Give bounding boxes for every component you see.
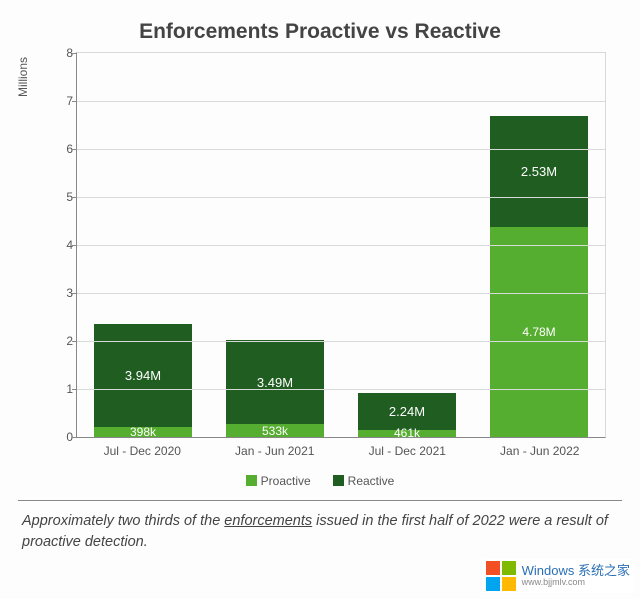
- y-tick-label: 6: [53, 142, 73, 156]
- legend-swatch-proactive: [246, 475, 257, 486]
- gridline: [77, 197, 605, 198]
- chart-area: Millions 3.94M398k3.49M533k2.24M461k2.53…: [76, 52, 606, 438]
- gridline: [77, 149, 605, 150]
- bar: 3.94M398k: [94, 229, 192, 437]
- windows-icon: [486, 561, 516, 591]
- x-tick-label: Jan - Jun 2021: [209, 444, 342, 458]
- caption: Approximately two thirds of the enforcem…: [22, 511, 618, 553]
- watermark-line1: Windows 系统之家: [522, 564, 630, 578]
- bar-seg-reactive: 2.53M: [490, 116, 588, 227]
- gridline: [77, 101, 605, 102]
- bar-seg-proactive: 398k: [94, 427, 192, 437]
- y-tick-label: 0: [53, 430, 73, 444]
- x-axis: Jul - Dec 2020Jan - Jun 2021Jul - Dec 20…: [76, 444, 606, 458]
- bar: 2.24M461k: [358, 307, 456, 437]
- y-tick-label: 4: [53, 238, 73, 252]
- legend-item-proactive: Proactive: [246, 474, 311, 488]
- x-tick-label: Jan - Jun 2022: [474, 444, 607, 458]
- y-tick-label: 7: [53, 94, 73, 108]
- y-tick-label: 1: [53, 382, 73, 396]
- x-tick-label: Jul - Dec 2020: [76, 444, 209, 458]
- gridline: [77, 389, 605, 390]
- y-tick-label: 3: [53, 286, 73, 300]
- y-axis-title: Millions: [16, 57, 30, 97]
- watermark: Windows 系统之家 www.bjjmlv.com: [482, 559, 634, 593]
- gridline: [77, 341, 605, 342]
- y-tick-label: 2: [53, 334, 73, 348]
- bar-seg-reactive: 3.94M: [94, 324, 192, 427]
- bar-seg-proactive: 461k: [358, 430, 456, 437]
- y-tick-label: 5: [53, 190, 73, 204]
- bar-seg-proactive: 4.78M: [490, 227, 588, 437]
- watermark-line2: www.bjjmlv.com: [522, 578, 630, 587]
- divider: [18, 500, 622, 501]
- caption-link[interactable]: enforcements: [224, 513, 312, 529]
- plot-region: 3.94M398k3.49M533k2.24M461k2.53M4.78M 01…: [76, 52, 606, 438]
- gridline: [77, 245, 605, 246]
- legend-swatch-reactive: [333, 475, 344, 486]
- y-tick-label: 8: [53, 46, 73, 60]
- chart-title: Enforcements Proactive vs Reactive: [0, 0, 640, 52]
- bar-seg-reactive: 3.49M: [226, 340, 324, 424]
- gridline: [77, 293, 605, 294]
- bar-seg-reactive: 2.24M: [358, 393, 456, 429]
- bar-seg-proactive: 533k: [226, 424, 324, 437]
- bar: 2.53M4.78M: [490, 86, 588, 437]
- legend-item-reactive: Reactive: [333, 474, 395, 488]
- x-tick-label: Jul - Dec 2021: [341, 444, 474, 458]
- legend: Proactive Reactive: [0, 474, 640, 488]
